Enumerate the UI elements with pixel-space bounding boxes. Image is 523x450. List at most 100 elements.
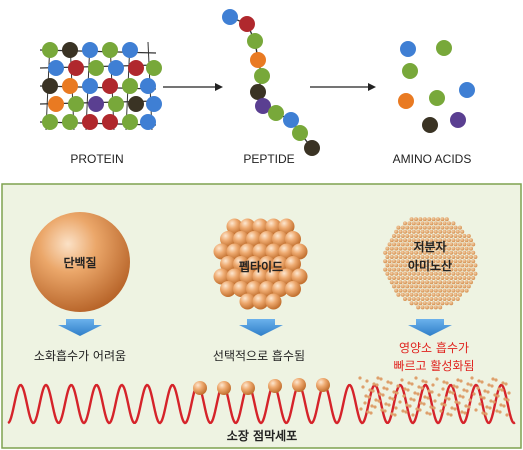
peptide-cluster-ball [246,281,262,297]
peptide-cluster-ball [259,231,275,247]
absorbed-amino-dots [358,376,511,417]
protein-bead [128,96,144,112]
wave-peptide-ball [217,381,231,395]
protein-sphere-label: 단백질 [63,255,96,270]
peptide-cluster-label: 펩타이드 [239,259,283,274]
protein-bead [82,78,98,94]
peptide-cluster-ball [226,268,243,285]
absorbed-peptide-balls [193,378,330,395]
intestine-label: 소장 점막세포 [227,428,297,443]
label-amino-acids: AMINO ACIDS [393,152,472,166]
amino-acid-bead [400,41,416,57]
protein-bead [146,96,162,112]
peptide-cluster-ball [213,268,230,285]
protein-bead [146,60,162,76]
peptide-cluster-ball [252,293,269,310]
peptide-bead [222,9,238,25]
peptide-bead [250,52,266,68]
peptide-cluster-ball [239,243,256,260]
peptide-cluster-ball [265,293,282,310]
arrow-peptide-to-amino [310,83,376,91]
peptide-cluster-ball [239,218,256,235]
peptide-cluster-ball [265,268,282,285]
peptide-cluster-ball [291,268,308,285]
peptide-cluster-ball [226,243,243,260]
peptide-cluster-ball [291,243,308,260]
peptide-cluster-ball [220,231,236,247]
peptide-cluster-ball [285,256,301,272]
amino-acid-bead [422,117,438,133]
amino-acid-bead [450,112,466,128]
peptide-cluster-ball [213,243,230,260]
peptide-cluster-ball [272,256,288,272]
protein-bead [122,42,138,58]
protein-bead [62,78,78,94]
peptide-bead [283,112,299,128]
peptide-cluster-ball [278,218,295,235]
peptide-cluster-ball [246,231,262,247]
protein-bead [82,42,98,58]
protein-bead [102,78,118,94]
amino-acid-bead [398,93,414,109]
peptide-cluster-ball [233,231,249,247]
protein-bead [42,78,58,94]
peptide-cluster-ball [259,256,275,272]
amino-acids-cluster [398,40,475,133]
peptide-bead [304,140,320,156]
peptide-bead [292,125,308,141]
arrow-protein-to-peptide [163,83,223,91]
peptide-bead [239,16,255,32]
desc-protein: 소화흡수가 어려움 [34,349,126,363]
protein-bead [128,60,144,76]
protein-bead [42,42,58,58]
protein-bead [108,60,124,76]
peptide-cluster [213,218,308,310]
protein-bead [62,42,78,58]
protein-bead [140,78,156,94]
peptide-cluster-ball [239,293,256,310]
peptide-cluster-ball [239,268,256,285]
peptide-cluster-ball [233,256,249,272]
amino-acid-bead [436,40,452,56]
protein-bead [88,96,104,112]
peptide-cluster-ball [220,256,236,272]
peptide-cluster-ball [285,231,301,247]
peptide-bead [255,98,271,114]
protein-sphere [30,212,130,312]
peptide-chain [222,9,320,156]
peptide-cluster-ball [220,281,236,297]
peptide-cluster-ball [252,268,269,285]
amino-acid-bead [429,90,445,106]
down-arrow-3 [408,319,452,336]
amino-acid-ball [383,217,478,310]
intestinal-villi-wave [7,383,516,425]
down-arrow-1 [58,319,102,336]
protein-bead [62,114,78,130]
amino-ball-label-1: 저분자 [413,239,446,254]
wave-peptide-ball [316,378,330,392]
wave-peptide-ball [268,379,282,393]
protein-bead [68,96,84,112]
amino-ball-label-2: 아미노산 [408,258,452,273]
peptide-cluster-ball [272,231,288,247]
protein-bead [102,42,118,58]
desc-peptide: 선택적으로 흡수됨 [213,349,305,363]
protein-bead [122,114,138,130]
peptide-cluster-ball [259,281,275,297]
protein-bead [48,60,64,76]
protein-bead [68,60,84,76]
protein-bead [122,78,138,94]
protein-bead [42,114,58,130]
protein-bead [108,96,124,112]
label-peptide: PEPTIDE [243,152,294,166]
peptide-cluster-ball [265,218,282,235]
protein-bead [88,60,104,76]
peptide-cluster-ball [278,243,295,260]
peptide-bead [254,68,270,84]
peptide-bead [247,33,263,49]
protein-bead [102,114,118,130]
peptide-cluster-ball [285,281,301,297]
peptide-bead [268,105,284,121]
amino-acid-bead [402,63,418,79]
